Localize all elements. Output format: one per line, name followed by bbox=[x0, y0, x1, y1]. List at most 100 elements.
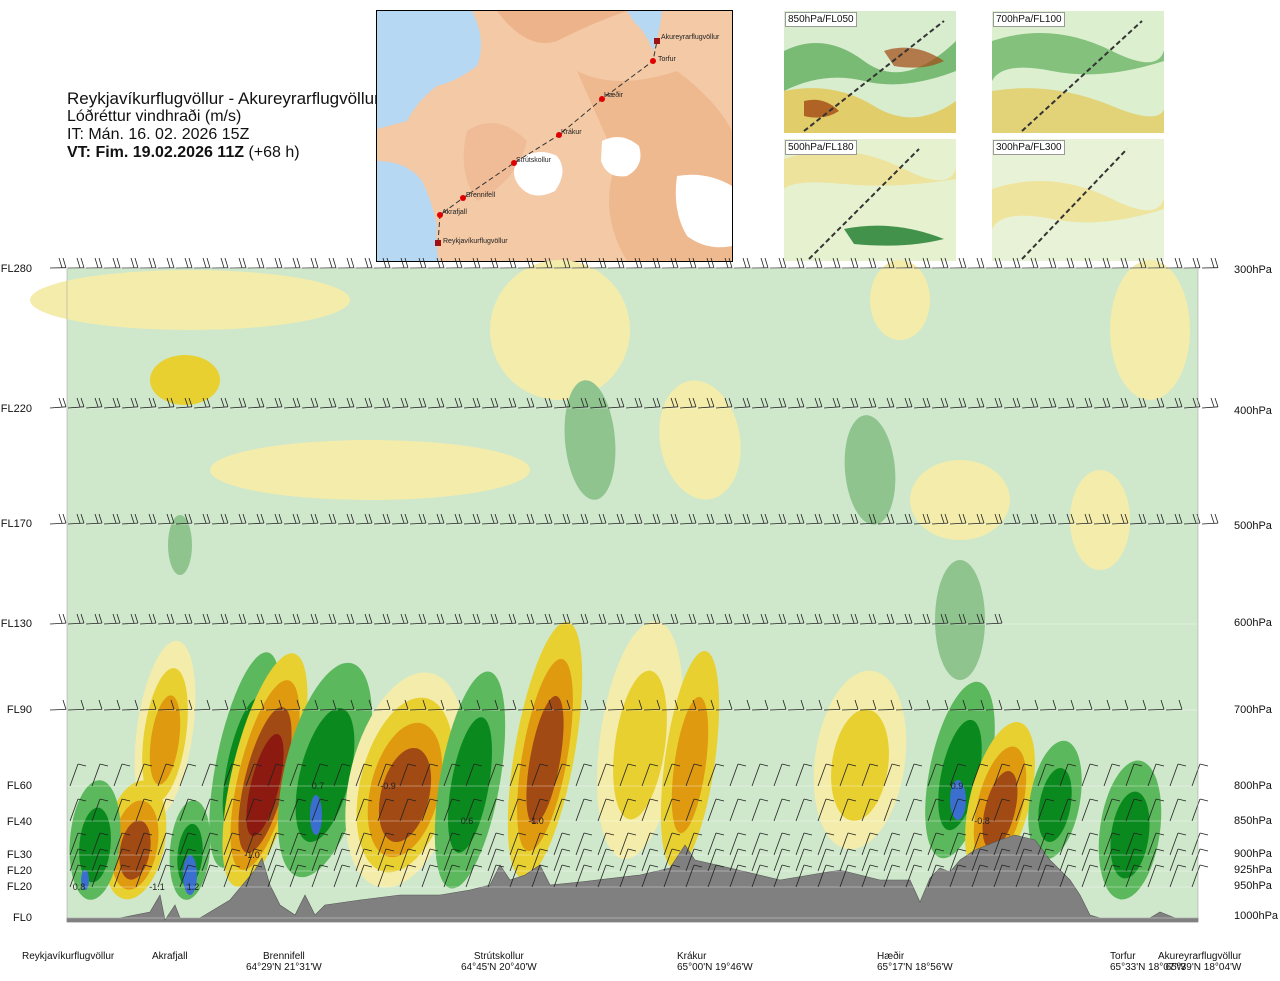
wind-barb bbox=[949, 522, 967, 525]
wind-barb bbox=[1039, 406, 1057, 409]
wind-barb bbox=[454, 513, 459, 524]
wind-barb bbox=[800, 699, 805, 710]
wind-barb bbox=[979, 848, 989, 852]
wind-barb bbox=[143, 832, 153, 836]
wind-barb bbox=[297, 848, 307, 852]
wind-barb bbox=[152, 397, 157, 407]
wind-barb bbox=[427, 709, 445, 711]
wind-barb bbox=[165, 848, 175, 852]
wind-barb bbox=[332, 257, 337, 268]
wind-barb bbox=[782, 513, 787, 524]
wind-barb bbox=[94, 613, 99, 624]
wind-barb bbox=[850, 257, 855, 268]
wind-barb bbox=[148, 257, 153, 268]
route-map[interactable]: Akureyrarflugvöllur Torfur Hæðir Krákur Strú… bbox=[376, 10, 733, 262]
wind-barb bbox=[187, 848, 197, 852]
contour-value-label: -1.1 bbox=[149, 882, 165, 892]
wind-barb bbox=[245, 798, 255, 822]
wind-barb bbox=[508, 513, 513, 524]
wind-barb bbox=[113, 864, 123, 888]
pressure-label: 925hPa bbox=[1234, 864, 1272, 876]
wind-barb bbox=[275, 798, 285, 802]
wind-barb bbox=[148, 613, 153, 624]
wind-barb bbox=[782, 699, 787, 710]
wind-barb bbox=[368, 613, 373, 624]
wind-barb bbox=[957, 848, 967, 852]
wind-barb bbox=[715, 848, 725, 852]
wind-barb bbox=[643, 709, 661, 711]
wind-barb bbox=[175, 709, 193, 711]
wind-barb bbox=[85, 522, 103, 525]
fl-label: FL220 bbox=[0, 403, 32, 415]
wind-barb bbox=[1125, 798, 1135, 822]
wind-barb bbox=[487, 798, 497, 822]
wind-barb bbox=[1021, 522, 1039, 525]
wind-barb bbox=[605, 798, 615, 802]
upper-cell bbox=[844, 415, 896, 525]
wind-barb bbox=[883, 832, 893, 856]
wind-barb bbox=[706, 613, 711, 624]
wind-barb bbox=[346, 257, 351, 268]
wind-barb bbox=[561, 832, 571, 836]
panel-300hpa[interactable]: 300hPa/FL300 bbox=[992, 139, 1164, 261]
wind-barb bbox=[242, 513, 247, 524]
wind-barb bbox=[544, 257, 549, 268]
wind-barb bbox=[1124, 257, 1129, 268]
wind-barb bbox=[143, 763, 153, 767]
wind-barb bbox=[1129, 406, 1147, 409]
wind-barb bbox=[1066, 257, 1071, 268]
wind-barb bbox=[1133, 864, 1143, 868]
wind-barb bbox=[1160, 257, 1165, 268]
contour-value-label: -0.9 bbox=[380, 781, 396, 791]
wind-barb bbox=[764, 613, 769, 624]
wind-barb bbox=[332, 699, 337, 710]
wind-barb bbox=[278, 613, 283, 624]
wind-barb bbox=[544, 397, 549, 407]
wind-barb bbox=[440, 257, 445, 268]
wind-barb bbox=[49, 709, 67, 711]
station-name: Brennifell bbox=[263, 951, 305, 962]
wind-barb bbox=[663, 864, 673, 888]
wind-barb bbox=[530, 257, 535, 268]
wind-barb bbox=[1001, 848, 1011, 852]
wind-barb bbox=[409, 406, 427, 409]
wind-barb bbox=[1057, 709, 1075, 711]
wind-barb bbox=[886, 397, 891, 407]
wind-barb bbox=[166, 513, 171, 524]
panel-700hpa[interactable]: 700hPa/FL100 bbox=[992, 11, 1164, 133]
wind-barb bbox=[1124, 699, 1129, 710]
wind-barb bbox=[49, 622, 67, 625]
wind-barb bbox=[746, 257, 751, 268]
panel-500hpa[interactable]: 500hPa/FL180 bbox=[784, 139, 956, 261]
wind-barb bbox=[1199, 798, 1209, 802]
wind-barb bbox=[671, 848, 681, 852]
wind-barb bbox=[905, 832, 915, 856]
wind-barb bbox=[905, 864, 915, 888]
wind-barb bbox=[539, 848, 549, 852]
wind-barb bbox=[275, 763, 285, 767]
wind-barb bbox=[1111, 832, 1121, 836]
wind-barb bbox=[548, 513, 553, 524]
wind-barb bbox=[891, 832, 901, 836]
wind-barb bbox=[319, 798, 329, 802]
wave-cell bbox=[448, 717, 492, 853]
wind-barb bbox=[274, 257, 279, 268]
wind-barb bbox=[451, 848, 461, 852]
wind-barb bbox=[976, 513, 981, 524]
wind-barb bbox=[223, 864, 233, 888]
wind-barb bbox=[476, 613, 481, 624]
wind-barb bbox=[490, 397, 495, 407]
wind-barb bbox=[187, 763, 197, 767]
wind-barb bbox=[202, 613, 207, 624]
wind-barb bbox=[883, 763, 893, 787]
wind-barb bbox=[877, 406, 895, 409]
wind-barb bbox=[1169, 864, 1179, 888]
wind-barb bbox=[220, 513, 225, 524]
contour-value-label: -0.8 bbox=[974, 816, 990, 826]
wind-barb bbox=[1067, 864, 1077, 868]
wind-barb bbox=[692, 513, 697, 524]
wind-barb bbox=[201, 848, 211, 872]
panel-850hpa[interactable]: 850hPa/FL050 bbox=[784, 11, 956, 133]
wind-barb bbox=[949, 622, 967, 625]
wind-barb bbox=[333, 848, 343, 872]
